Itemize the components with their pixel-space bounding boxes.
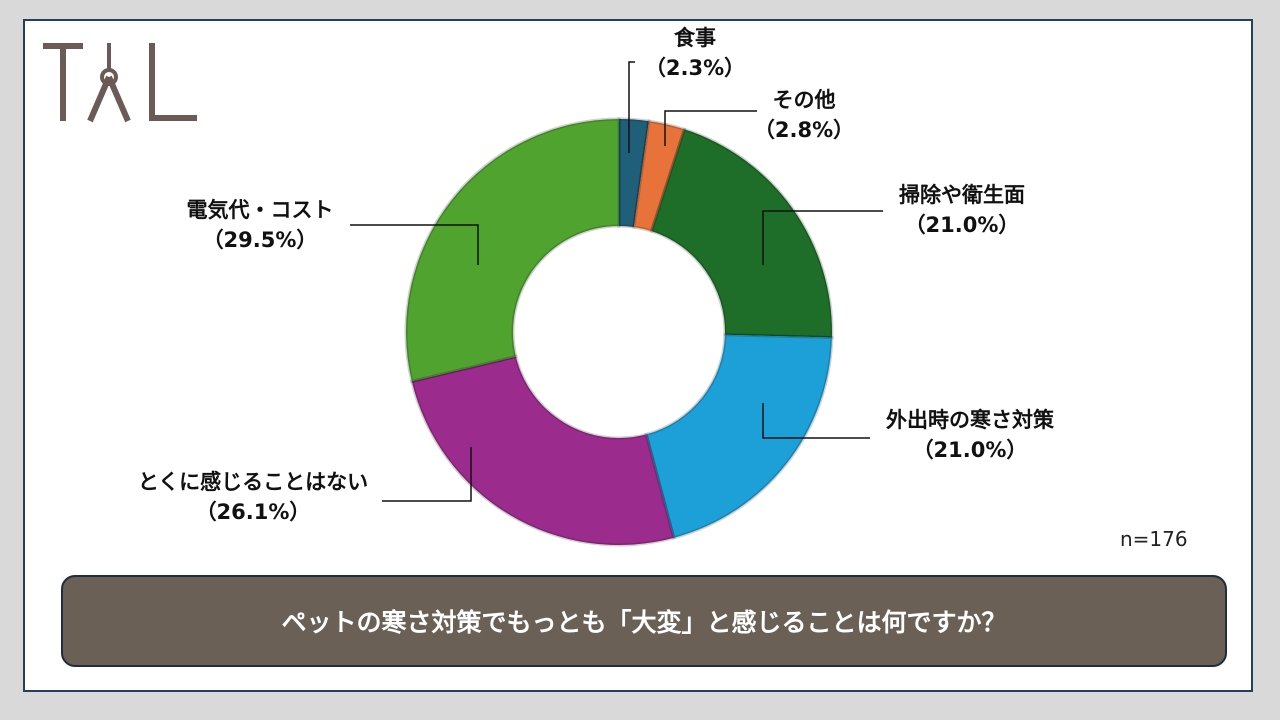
tal-logo xyxy=(43,43,197,123)
label-meal: 食事 （2.3%） xyxy=(640,23,750,83)
slice-label: 電気代・コスト xyxy=(186,198,334,222)
question-text: ペットの寒さ対策でもっとも「大変」と感じることは何ですか？ xyxy=(281,608,1007,637)
label-electricity: 電気代・コスト （29.5%） xyxy=(165,195,355,255)
slice-label: 外出時の寒さ対策 xyxy=(886,408,1054,432)
slice-going-out xyxy=(644,333,834,540)
leader-line-electricity xyxy=(350,224,479,265)
slice-label: 掃除や衛生面 xyxy=(899,183,1025,207)
slice-nothing xyxy=(409,354,676,547)
slice-percent: （21.0%） xyxy=(912,438,1028,462)
label-nothing: とくに感じることはない （26.1%） xyxy=(118,467,388,527)
slice-cleaning xyxy=(649,127,834,340)
slide: 食事 （2.3%） その他 （2.8%） 掃除や衛生面 （21.0%） 外出時の… xyxy=(23,19,1253,692)
label-other: その他 （2.8%） xyxy=(744,85,864,145)
donut-chart xyxy=(350,61,883,547)
leader-line-going-out xyxy=(762,403,870,439)
label-cleaning: 掃除や衛生面 （21.0%） xyxy=(887,180,1037,240)
leader-line-nothing xyxy=(382,447,472,502)
slice-electricity xyxy=(404,117,621,384)
leader-line-cleaning xyxy=(762,210,883,265)
slice-label: 食事 xyxy=(674,26,716,50)
slice-percent: （2.8%） xyxy=(753,118,855,142)
leader-line-meal xyxy=(628,61,635,153)
question-banner: ペットの寒さ対策でもっとも「大変」と感じることは何ですか？ xyxy=(61,575,1227,667)
slice-percent: （2.3%） xyxy=(644,56,746,80)
slice-label: その他 xyxy=(772,88,836,112)
slice-percent: （26.1%） xyxy=(195,500,311,524)
slice-percent: （29.5%） xyxy=(202,228,318,252)
leader-line-other xyxy=(664,110,757,146)
slice-label: とくに感じることはない xyxy=(137,470,369,494)
slice-percent: （21.0%） xyxy=(904,213,1020,237)
label-going-out: 外出時の寒さ対策 （21.0%） xyxy=(870,405,1070,465)
sample-size: n=176 xyxy=(1120,527,1188,551)
